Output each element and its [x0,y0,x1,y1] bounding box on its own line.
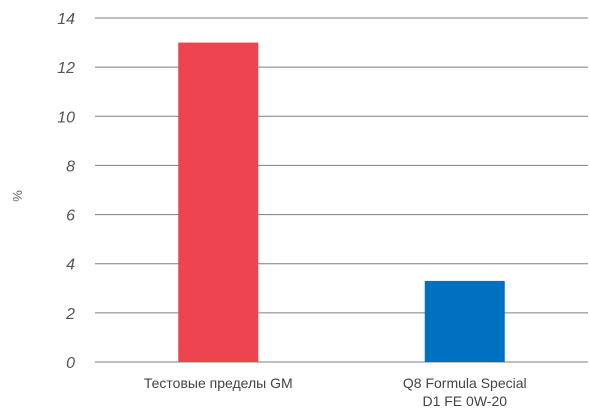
x-tick-label: Q8 Formula Special [403,375,527,391]
bars [178,42,505,362]
y-tick-label: 0 [66,355,75,372]
y-tick-label: 12 [57,60,75,77]
y-tick-label: 14 [57,11,75,28]
y-tick-label: 6 [66,208,75,225]
y-tick-label: 8 [66,158,75,175]
x-tick-label: D1 FE 0W-20 [422,393,507,409]
y-axis-ticks: 0 2 4 6 8 10 12 14 [57,11,75,372]
bar-0 [178,42,259,362]
x-tick-label: Тестовые пределы GM [144,375,293,391]
y-tick-label: 2 [65,306,75,323]
x-axis-ticks: Тестовые пределы GM Q8 Formula Special D1 … [144,375,527,409]
y-tick-label: 4 [66,257,75,274]
y-tick-label: 10 [57,109,75,126]
bar-1 [424,280,505,362]
y-axis-label: % [10,190,25,202]
gridlines [95,17,588,363]
